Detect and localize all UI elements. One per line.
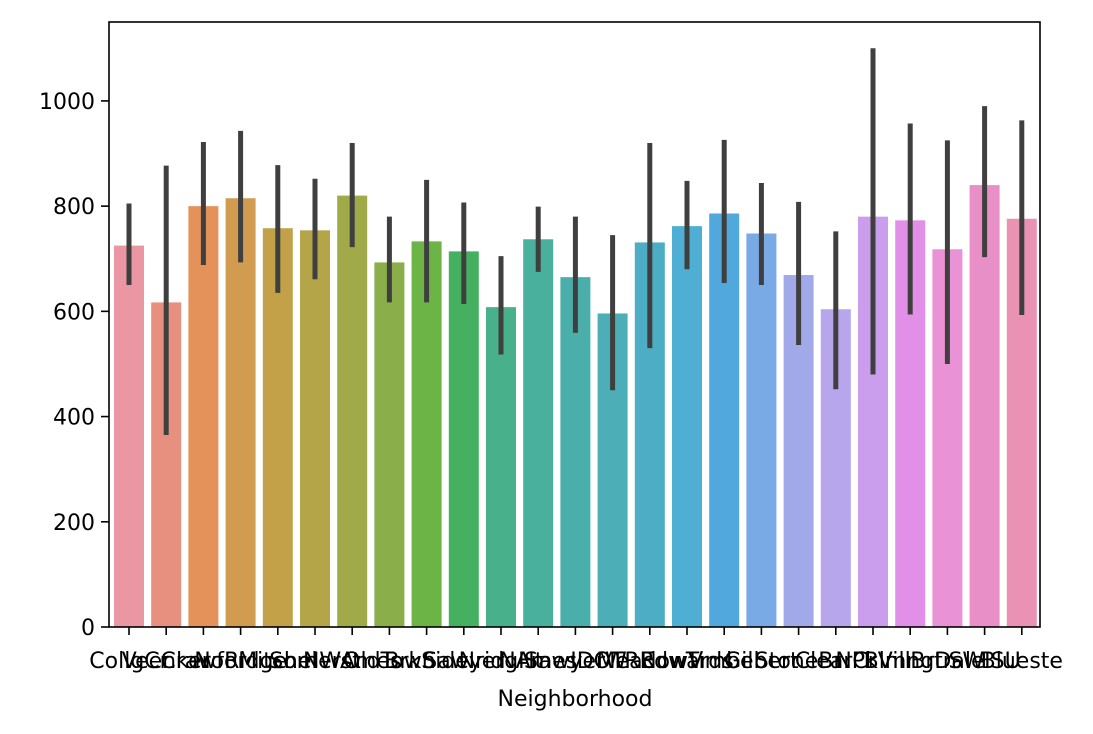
y-tick-label-800: 800 — [53, 195, 95, 220]
bar-Gilbert — [746, 233, 777, 628]
bar-Sawyer — [448, 251, 479, 628]
x-tick-label-MeadowV: MeadowV — [597, 649, 703, 674]
y-tick-label-600: 600 — [53, 300, 95, 325]
x-tick-label-Blmngtn: Blmngtn — [864, 649, 957, 674]
x-tick-label-NoRidge: NoRidge — [194, 649, 287, 674]
plot-frame — [108, 21, 1041, 628]
x-tick-label-SWISU: SWISU — [948, 649, 1020, 674]
bar-SWISU — [969, 185, 1000, 627]
x-tick-label-NPkVill: NPkVill — [835, 649, 910, 674]
y-tick-label-0: 0 — [81, 616, 95, 641]
x-tick-label-OldTown: OldTown — [343, 649, 436, 674]
bar-CollgCr — [114, 245, 144, 627]
x-axis: CollgCrVeenkerCrawforNoRidgeMitchelSomer… — [89, 627, 1063, 674]
x-tick-label-Somerst: Somerst — [269, 649, 361, 674]
x-tick-label-CollgCr: CollgCr — [89, 649, 169, 674]
y-axis: 0 200 400 600 800 1000 — [39, 90, 109, 641]
y-tick-label-1000: 1000 — [39, 90, 95, 115]
bar-BrkSide — [411, 241, 442, 627]
bars-group — [114, 185, 1037, 628]
x-tick-label-NAmes: NAmes — [499, 649, 577, 674]
bar-OldTown — [374, 262, 405, 627]
y-tick-label-200: 200 — [53, 511, 95, 536]
x-tick-label-Veenker: Veenker — [122, 649, 212, 674]
x-tick-label-SawyerW: SawyerW — [524, 649, 627, 674]
x-tick-label-ClearCr: ClearCr — [795, 649, 878, 674]
bar-NridgHt — [486, 307, 516, 627]
bar-Mitchel — [262, 228, 293, 628]
x-tick-label-Timber: Timber — [685, 649, 764, 674]
bar-Crawfor — [188, 206, 219, 627]
x-tick-label-Crawfor: Crawfor — [160, 649, 247, 674]
x-tick-label-Blueste: Blueste — [981, 649, 1063, 674]
y-tick-label-400: 400 — [53, 406, 95, 431]
x-tick-label-NWAmes: NWAmes — [303, 649, 401, 674]
bar-NWAmes — [337, 195, 368, 627]
bar-Somerst — [300, 230, 330, 627]
x-tick-label-BrDale: BrDale — [910, 649, 984, 674]
x-tick-label-BrkSide: BrkSide — [384, 649, 468, 674]
error-bars-group — [126, 48, 1025, 435]
bar-NAmes — [523, 239, 554, 627]
x-tick-label-Sawyer: Sawyer — [423, 649, 505, 674]
x-axis-title: Neighborhood — [498, 687, 653, 712]
x-tick-label-IDOTRR: IDOTRR — [570, 649, 655, 674]
bar-Edwards — [672, 226, 702, 627]
bar-NoRidge — [225, 198, 256, 627]
x-tick-label-Mitchel: Mitchel — [238, 649, 317, 674]
x-tick-label-StoneBr: StoneBr — [755, 649, 844, 674]
x-tick-label-Edwards: Edwards — [640, 649, 733, 674]
bar-SawyerW — [560, 277, 591, 627]
x-tick-label-NridgHt: NridgHt — [459, 649, 544, 674]
x-tick-label-Gilbert: Gilbert — [724, 649, 799, 674]
